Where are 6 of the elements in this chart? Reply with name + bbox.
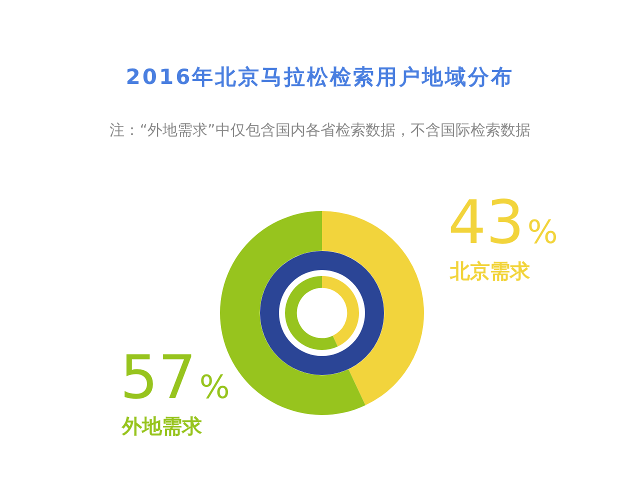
text: 注：“外地需求”中仅包含国内各省检索数据，不含国际检索数据 [108, 121, 532, 140]
slice-label: 外地需求 [121, 414, 203, 438]
chart-title: 2016年北京马拉松检索用户地域分布 [124, 64, 516, 91]
slice-label: 北京需求 [449, 259, 531, 283]
data-label: 43% [448, 188, 558, 258]
data-label: 57% [120, 343, 230, 413]
